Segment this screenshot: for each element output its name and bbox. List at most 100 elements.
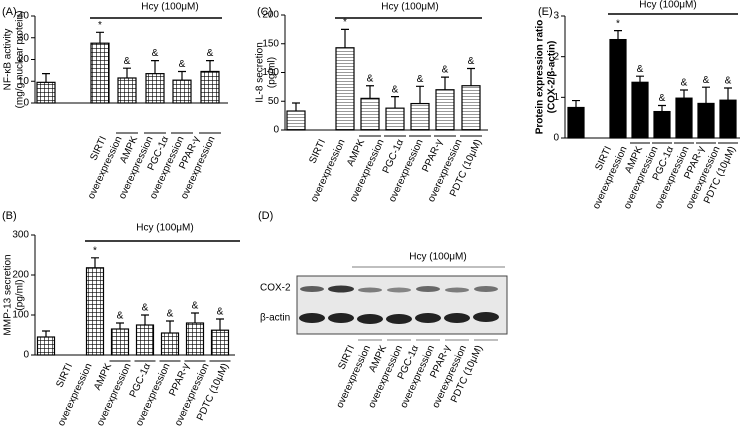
error-bar: [116, 322, 124, 329]
y-tick-label: 300: [12, 230, 29, 241]
blot-membrane: [296, 275, 508, 335]
y-tick-label: 150: [262, 38, 279, 49]
error-bar: [636, 75, 644, 83]
error-bar: [166, 320, 174, 333]
y-axis-label: IL-8 secretion: [255, 42, 266, 103]
error-bar: [441, 76, 449, 90]
y-tick-label: 100: [12, 310, 29, 321]
bar-chart: (A) NF-κB activity (mg/g nuclear protein)0…: [2, 2, 228, 201]
bar: [185, 322, 205, 356]
y-tick-label: 0: [23, 350, 29, 361]
panel-label: (C): [257, 6, 272, 18]
bar: [145, 73, 165, 104]
bar: [609, 38, 627, 139]
bar: [117, 77, 137, 104]
bar: [697, 102, 715, 139]
blot-panel: (D) Hcy (100μM) COX-2 β-actin: [258, 210, 508, 410]
bar: [719, 99, 737, 139]
error-bar: [572, 99, 580, 108]
bar: [631, 81, 649, 139]
bar: [36, 336, 56, 356]
significance-label: &: [124, 56, 131, 67]
bar: [36, 81, 56, 104]
y-tick-label: 50: [268, 96, 280, 107]
bar: [410, 102, 430, 131]
significance-label: *: [93, 245, 97, 256]
y-axis-label: (COX-2/β-actin): [547, 41, 558, 114]
y-axis-label: Protein expression ratio: [535, 20, 546, 134]
significance-label: &: [659, 93, 666, 104]
y-tick-label: 0: [23, 98, 29, 109]
bar: [90, 42, 110, 104]
error-bar: [151, 59, 159, 74]
y-tick-label: 30: [18, 32, 30, 43]
y-tick-label: 200: [262, 10, 279, 21]
significance-label: &: [725, 76, 732, 87]
blot-x-labels: SIRTIoverexpressionAMPKoverexpressionPGC…: [334, 343, 485, 409]
error-bar: [658, 104, 666, 112]
significance-label: *: [616, 18, 620, 29]
significance-label: &: [142, 303, 149, 314]
error-bar: [216, 318, 224, 331]
error-bar: [42, 73, 50, 83]
significance-label: &: [367, 73, 374, 84]
y-tick-label: 0: [553, 133, 559, 144]
significance-label: &: [217, 307, 224, 318]
row-label: COX-2: [260, 283, 291, 294]
bar-chart: (C) IL-8 secretion (pg/ml) 0 50 100 150 200 * & & &…: [255, 2, 488, 204]
significance-label: &: [468, 56, 475, 67]
significance-label: &: [417, 74, 424, 85]
bar-chart: (B) MMP-13 secretion (pg/ml) 0 100 200 300 * & & &…: [2, 210, 240, 428]
error-bar: [366, 85, 374, 99]
bar: [200, 70, 220, 104]
error-bar: [96, 31, 104, 44]
significance-label: &: [681, 78, 688, 89]
row-label: β-actin: [260, 313, 290, 324]
treatment-label: Hcy (100μM): [136, 223, 193, 234]
treatment-label: Hcy (100μM): [639, 0, 696, 11]
x-label: SIRTI: [54, 362, 75, 390]
panel-label: (A): [2, 6, 17, 18]
error-bar: [141, 314, 149, 325]
treatment-label: Hcy (100μM): [409, 252, 466, 263]
error-bar: [292, 102, 300, 112]
y-axis-label: MMP-13 secretion: [3, 254, 14, 335]
significance-label: &: [637, 64, 644, 75]
error-bar: [702, 86, 710, 104]
significance-label: &: [207, 48, 214, 59]
error-bar: [391, 96, 399, 109]
y-tick-label: 2: [553, 51, 559, 62]
bar: [160, 332, 180, 356]
y-tick-label: 100: [262, 67, 279, 78]
error-bar: [341, 28, 349, 48]
significance-label: &: [179, 59, 186, 70]
error-bar: [123, 67, 131, 78]
panel-label: (D): [258, 210, 273, 222]
error-bar: [680, 89, 688, 99]
error-bar: [191, 312, 199, 323]
bar: [110, 328, 130, 356]
bar: [210, 329, 230, 356]
y-tick-label: 0: [273, 125, 279, 136]
panel-label: (E): [538, 6, 553, 18]
error-bar: [724, 87, 732, 101]
error-bar: [614, 30, 622, 40]
bar: [335, 47, 355, 131]
bar-chart: (E) Protein expression ratio (COX-2/β-acti…: [535, 0, 740, 211]
bar: [653, 110, 671, 139]
y-tick-label: 20: [18, 54, 30, 65]
treatment-label: Hcy (100μM): [381, 2, 438, 13]
error-bar: [91, 257, 99, 268]
bar: [135, 324, 155, 356]
x-label: SIRTI: [307, 138, 328, 166]
bar: [675, 97, 693, 139]
bar: [567, 106, 585, 139]
y-tick-label: 3: [553, 11, 559, 22]
significance-label: &: [192, 301, 199, 312]
error-bar: [178, 70, 186, 81]
significance-label: &: [117, 311, 124, 322]
significance-label: &: [167, 309, 174, 320]
bar: [461, 85, 481, 131]
y-axis-label: NF-κB activity: [3, 29, 14, 91]
